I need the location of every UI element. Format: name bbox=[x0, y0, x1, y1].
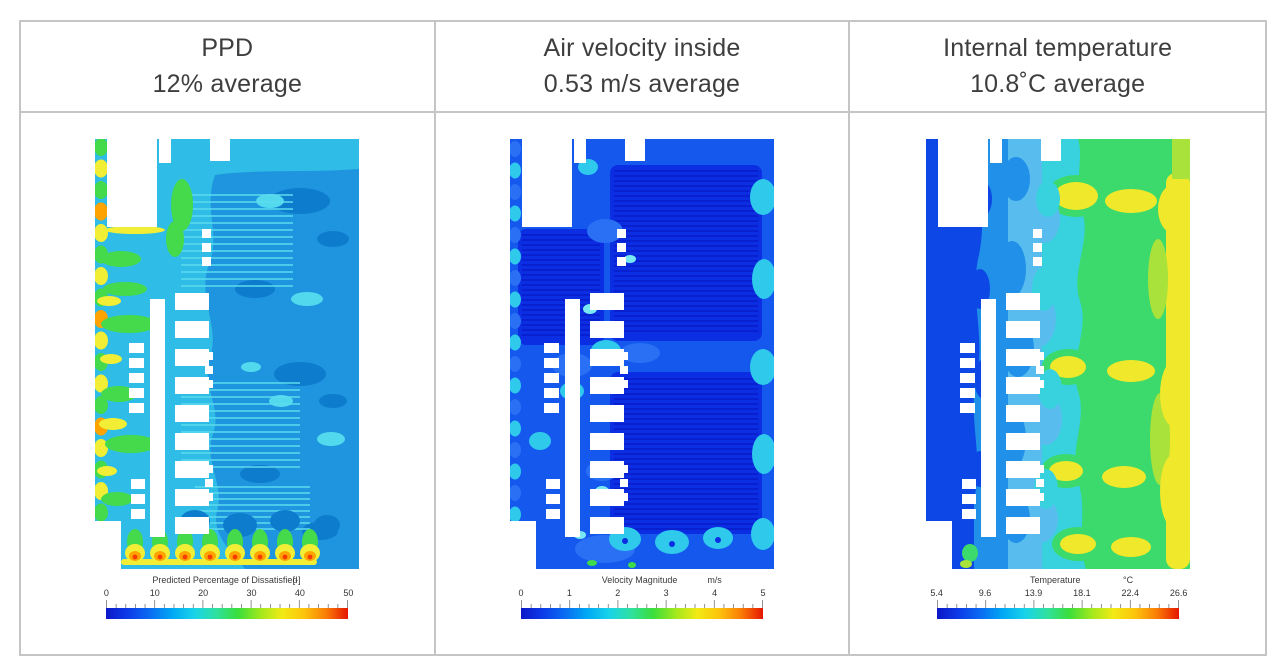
colorbar-tick-labels: 0 1 2 3 4 5 bbox=[518, 588, 766, 599]
colorbar-tick-label: 50 bbox=[343, 588, 354, 598]
colorbar-ticks bbox=[521, 600, 763, 608]
header-cell-ppd: PPD 12% average bbox=[21, 22, 436, 113]
colorbar-unit: °C bbox=[1122, 575, 1134, 585]
colorbar-legend-ppd: Predicted Percentage of Dissatisfied [-]… bbox=[103, 575, 354, 619]
colorbar-tick-label: 10 bbox=[149, 588, 160, 598]
colorbar-gradient bbox=[936, 608, 1179, 619]
panel-subtitle: 12% average bbox=[152, 69, 303, 98]
colorbar-tick-label: 0 bbox=[103, 588, 109, 598]
header-cell-temperature: Internal temperature 10.8˚C average bbox=[850, 22, 1265, 113]
colorbar-unit: m/s bbox=[707, 575, 722, 585]
colorbar-title: Velocity Magnitude bbox=[601, 575, 678, 585]
colorbar-tick-label: 13.9 bbox=[1024, 588, 1043, 598]
panel-body-temperature: Temperature °C 5.4 9.6 13.9 18.1 22.4 26.6 bbox=[850, 113, 1265, 654]
panel-subtitle: 0.53 m/s average bbox=[543, 69, 741, 98]
colorbar-title-row: Temperature °C bbox=[937, 575, 1179, 588]
panel-title: PPD bbox=[201, 34, 254, 62]
cfd-heatmap-ppd bbox=[95, 139, 360, 569]
colorbar-tick-label: 0 bbox=[518, 588, 524, 598]
colorbar-tick-labels: 0 10 20 30 40 50 bbox=[103, 588, 354, 599]
panel-title: Air velocity inside bbox=[543, 34, 741, 62]
colorbar-legend-temperature: Temperature °C 5.4 9.6 13.9 18.1 22.4 26.6 bbox=[930, 575, 1187, 619]
colorbar-tick-label: 22.4 bbox=[1121, 588, 1140, 598]
colorbar-ticks bbox=[936, 600, 1179, 608]
panel-title: Internal temperature bbox=[943, 34, 1173, 62]
cfd-heatmap-temperature bbox=[925, 139, 1190, 569]
panel-body-ppd: Predicted Percentage of Dissatisfied [-]… bbox=[21, 113, 436, 654]
colorbar-gradient bbox=[520, 608, 763, 619]
colorbar-unit: [-] bbox=[292, 575, 301, 585]
colorbar-title-row: Velocity Magnitude m/s bbox=[521, 575, 763, 588]
header-cell-velocity: Air velocity inside 0.53 m/s average bbox=[435, 22, 851, 113]
colorbar-tick-label: 5 bbox=[760, 588, 766, 598]
colorbar-title-row: Predicted Percentage of Dissatisfied [-] bbox=[106, 575, 348, 588]
colorbar-tick-label: 18.1 bbox=[1073, 588, 1091, 598]
colorbar-gradient bbox=[106, 608, 349, 619]
colorbar-tick-labels: 5.4 9.6 13.9 18.1 22.4 26.6 bbox=[930, 588, 1187, 599]
colorbar-tick-label: 3 bbox=[663, 588, 669, 598]
colorbar-tick-label: 40 bbox=[294, 588, 305, 598]
colorbar-legend-velocity: Velocity Magnitude m/s 0 1 2 3 4 5 bbox=[518, 575, 766, 619]
colorbar-ticks bbox=[106, 600, 349, 608]
colorbar-title: Predicted Percentage of Dissatisfied bbox=[152, 575, 298, 585]
colorbar-tick-label: 20 bbox=[198, 588, 209, 598]
panel-subtitle: 10.8˚C average bbox=[970, 69, 1146, 98]
colorbar-tick-label: 1 bbox=[566, 588, 572, 598]
colorbar-tick-label: 26.6 bbox=[1169, 588, 1188, 598]
panel-body-velocity: Velocity Magnitude m/s 0 1 2 3 4 5 bbox=[435, 113, 851, 654]
colorbar-tick-label: 4 bbox=[712, 588, 718, 598]
colorbar-tick-label: 2 bbox=[615, 588, 621, 598]
results-table: PPD 12% average Air velocity inside 0.53… bbox=[19, 20, 1267, 656]
colorbar-title: Temperature bbox=[1029, 575, 1081, 585]
colorbar-tick-label: 9.6 bbox=[978, 588, 992, 598]
colorbar-tick-label: 30 bbox=[246, 588, 257, 598]
cfd-heatmap-velocity bbox=[509, 139, 774, 569]
colorbar-tick-label: 5.4 bbox=[930, 588, 943, 598]
